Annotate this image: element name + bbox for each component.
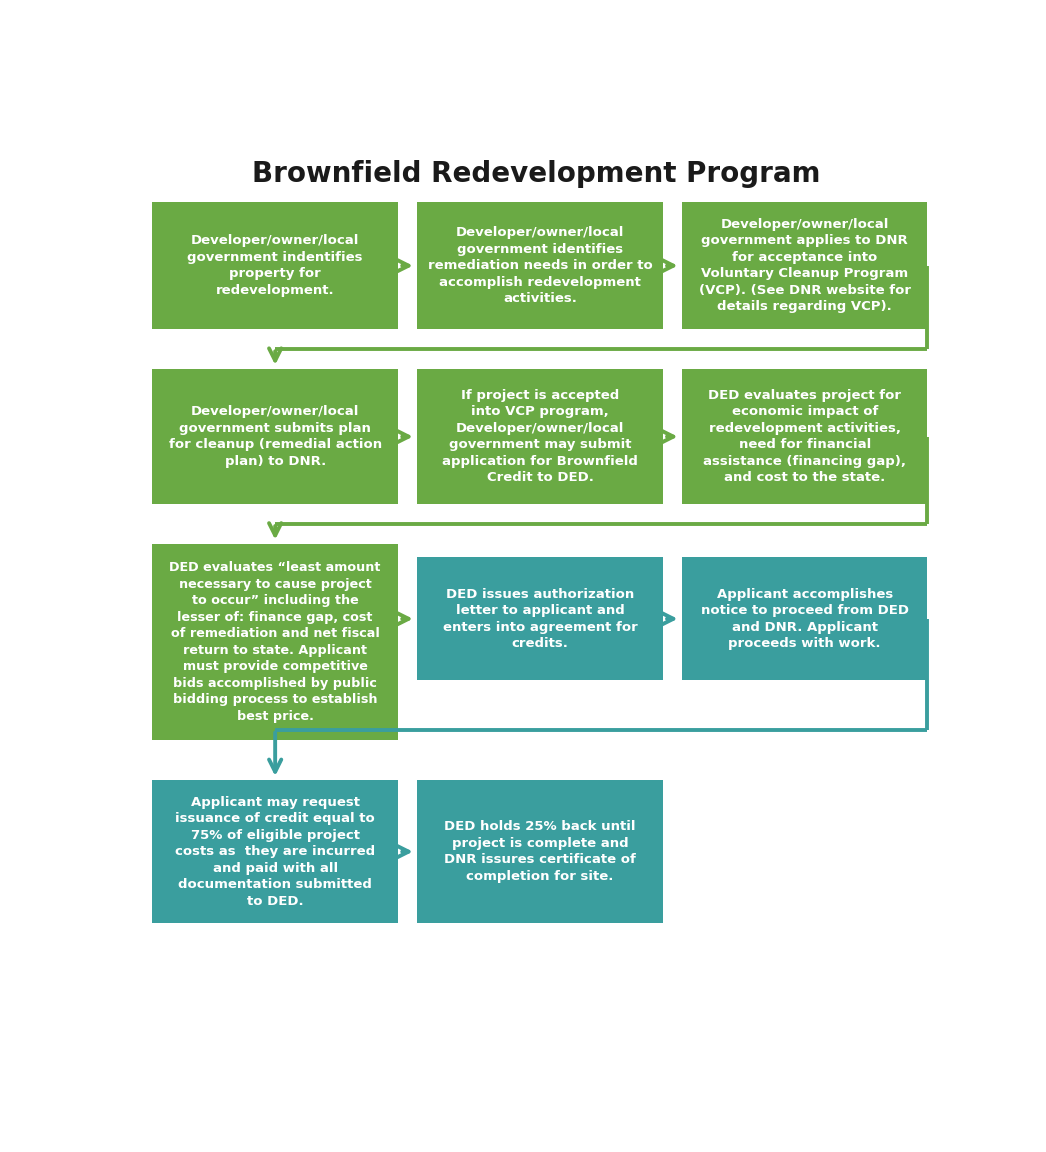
- FancyBboxPatch shape: [682, 370, 928, 503]
- FancyBboxPatch shape: [682, 202, 928, 329]
- Text: Developer/owner/local
government applies to DNR
for acceptance into
Voluntary Cl: Developer/owner/local government applies…: [699, 218, 911, 313]
- FancyBboxPatch shape: [417, 202, 663, 329]
- Text: Developer/owner/local
government identifies
remediation needs in order to
accomp: Developer/owner/local government identif…: [428, 226, 653, 305]
- Text: Developer/owner/local
government indentifies
property for
redevelopment.: Developer/owner/local government indenti…: [187, 234, 363, 297]
- Text: Applicant accomplishes
notice to proceed from DED
and DNR. Applicant
proceeds wi: Applicant accomplishes notice to proceed…: [701, 588, 909, 650]
- FancyBboxPatch shape: [153, 370, 397, 503]
- FancyBboxPatch shape: [417, 370, 663, 503]
- FancyBboxPatch shape: [417, 780, 663, 923]
- FancyBboxPatch shape: [417, 558, 663, 681]
- Text: If project is accepted
into VCP program,
Developer/owner/local
government may su: If project is accepted into VCP program,…: [442, 389, 638, 484]
- Text: DED holds 25% back until
project is complete and
DNR issures certificate of
comp: DED holds 25% back until project is comp…: [444, 820, 636, 882]
- Text: DED evaluates project for
economic impact of
redevelopment activities,
need for : DED evaluates project for economic impac…: [703, 389, 906, 484]
- Text: Applicant may request
issuance of credit equal to
75% of eligible project
costs : Applicant may request issuance of credit…: [175, 796, 376, 908]
- Text: DED evaluates “least amount
necessary to cause project
to occur” including the
l: DED evaluates “least amount necessary to…: [169, 561, 381, 723]
- FancyBboxPatch shape: [682, 558, 928, 681]
- Text: Brownfield Redevelopment Program: Brownfield Redevelopment Program: [252, 160, 820, 188]
- FancyBboxPatch shape: [153, 202, 397, 329]
- Text: Developer/owner/local
government submits plan
for cleanup (remedial action
plan): Developer/owner/local government submits…: [168, 406, 382, 468]
- FancyBboxPatch shape: [153, 544, 397, 741]
- FancyBboxPatch shape: [153, 780, 397, 923]
- Text: DED issues authorization
letter to applicant and
enters into agreement for
credi: DED issues authorization letter to appli…: [442, 588, 637, 650]
